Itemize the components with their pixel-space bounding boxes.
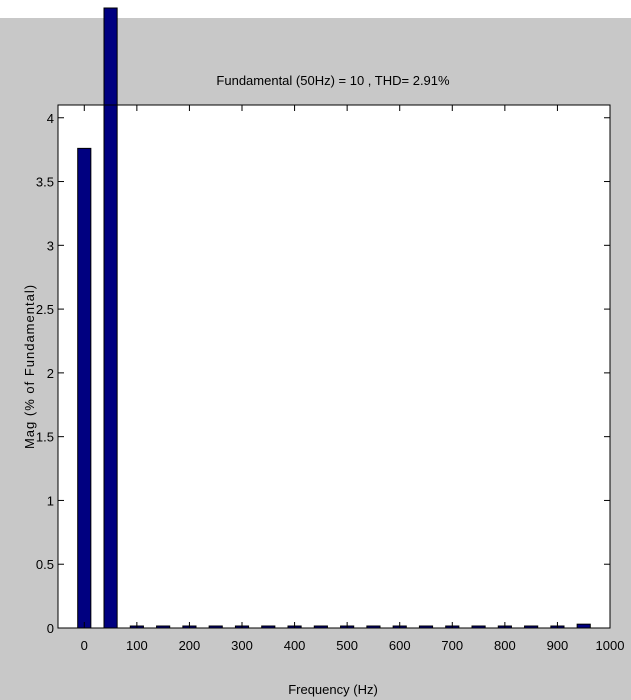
bar-50hz — [103, 7, 118, 629]
x-tick-label: 0 — [81, 638, 88, 653]
y-tick-label: 1.5 — [36, 430, 54, 445]
bar-950hz — [576, 623, 591, 629]
x-tick-label: 200 — [179, 638, 201, 653]
ticks-layer: 0 100 200 300 400 500 600 700 800 900 1000 0 0.5 1 1.5… — [36, 105, 625, 653]
bars-layer — [77, 7, 591, 629]
x-tick-label: 100 — [126, 638, 148, 653]
y-axis-label: Mag (% of Fundamental) — [22, 284, 37, 449]
x-tick-label: 800 — [494, 638, 516, 653]
y-tick-label: 0 — [47, 621, 54, 636]
plot-border — [57, 104, 611, 629]
bar-0hz — [77, 147, 92, 629]
y-tick-label: 2.5 — [36, 302, 54, 317]
y-tick-label: 3 — [47, 238, 54, 253]
y-tick-label: 1 — [47, 493, 54, 508]
y-tick-label: 2 — [47, 366, 54, 381]
x-tick-label: 700 — [441, 638, 463, 653]
y-tick-label: 0.5 — [36, 557, 54, 572]
y-tick-label: 4 — [47, 111, 54, 126]
x-tick-label: 300 — [231, 638, 253, 653]
y-tick-label: 3.5 — [36, 175, 54, 190]
x-tick-label: 500 — [336, 638, 358, 653]
chart-title: Fundamental (50Hz) = 10 , THD= 2.91% — [216, 73, 450, 88]
x-axis-label: Frequency (Hz) — [288, 682, 378, 697]
x-tick-label: 900 — [547, 638, 569, 653]
plot-area — [58, 105, 610, 628]
x-tick-label: 600 — [389, 638, 411, 653]
top-caption — [0, 0, 631, 18]
x-tick-label: 400 — [284, 638, 306, 653]
x-tick-label: 1000 — [596, 638, 625, 653]
